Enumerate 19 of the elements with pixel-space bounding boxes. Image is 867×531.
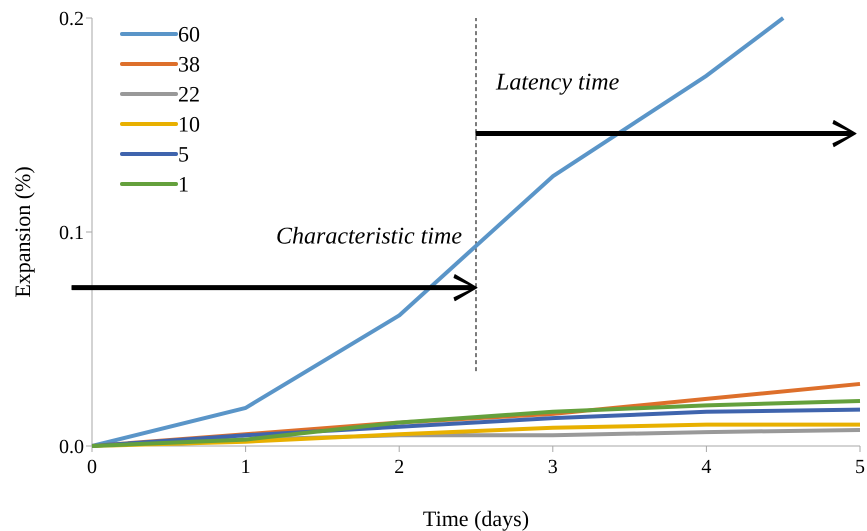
- y-axis-title: Expansion (%): [10, 166, 35, 298]
- y-tick-label: 0.0: [59, 436, 84, 458]
- x-tick-label: 1: [240, 456, 251, 478]
- x-tick-label: 2: [394, 456, 404, 478]
- legend-label: 5: [178, 142, 189, 167]
- legend-label: 22: [178, 82, 200, 107]
- legend-label: 10: [178, 112, 200, 137]
- x-tick-label: 0: [87, 456, 97, 478]
- y-tick-label: 0.2: [59, 8, 84, 30]
- x-tick-label: 4: [701, 456, 712, 478]
- annotation: Characteristic time: [276, 224, 462, 250]
- legend-label: 38: [178, 52, 200, 77]
- y-tick-label: 0.1: [59, 222, 84, 244]
- x-tick-label: 5: [855, 456, 865, 478]
- x-tick-label: 3: [548, 456, 558, 478]
- annotation: Latency time: [495, 70, 620, 96]
- legend-label: 60: [178, 22, 200, 47]
- legend-label: 1: [178, 172, 189, 197]
- x-axis-title: Time (days): [422, 506, 530, 531]
